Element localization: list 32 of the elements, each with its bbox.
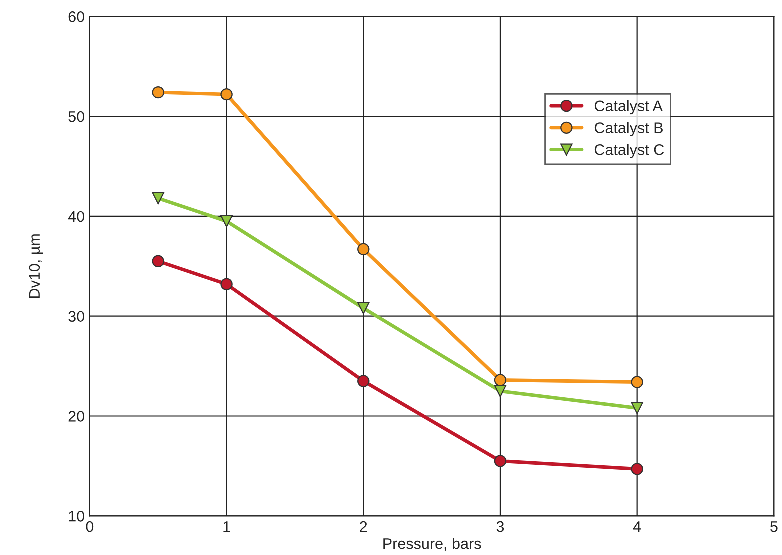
y-tick-label: 50 — [68, 111, 84, 122]
point — [358, 243, 370, 256]
point — [152, 255, 164, 268]
legend-label: Catalyst A — [594, 100, 663, 115]
point — [358, 302, 370, 314]
x-axis-title: Pressure, bars — [384, 538, 482, 552]
x-tick-label: 0 — [86, 521, 94, 532]
point — [152, 192, 164, 205]
point — [494, 385, 507, 398]
y-axis-title: Dv10, µm — [29, 234, 44, 298]
point — [494, 455, 507, 468]
y-tick-label: 10 — [69, 511, 84, 522]
x-tick-label: 4 — [633, 522, 642, 532]
point — [220, 88, 233, 101]
legend-label: Catalyst B — [594, 122, 663, 136]
legend-label: Catalyst C — [594, 144, 664, 158]
x-tick-label: 1 — [224, 522, 230, 532]
y-tick-label: 20 — [68, 411, 84, 422]
y-tick-label: 60 — [68, 12, 84, 22]
point — [220, 215, 233, 228]
point — [631, 463, 644, 476]
point — [631, 402, 644, 414]
x-tick-label: 5 — [770, 522, 778, 532]
point — [152, 86, 164, 99]
y-tick-label: 30 — [68, 311, 84, 322]
x-tick-label: 2 — [360, 521, 368, 532]
y-tick-label: 40 — [68, 211, 84, 222]
point — [494, 374, 507, 386]
point — [220, 278, 233, 290]
point — [358, 375, 370, 388]
x-tick-label: 3 — [496, 521, 504, 532]
point — [631, 376, 644, 388]
